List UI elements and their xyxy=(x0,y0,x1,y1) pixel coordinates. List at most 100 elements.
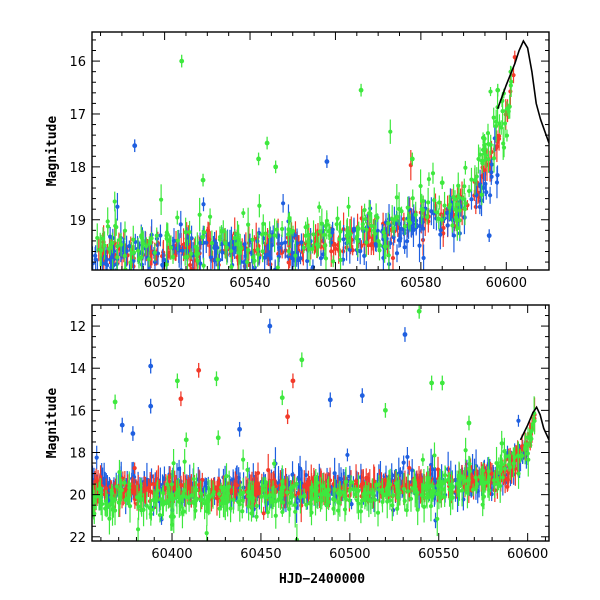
green-data-point xyxy=(193,508,198,513)
y-axis-label: Magnitude xyxy=(45,116,60,187)
x-tick-label: 60560 xyxy=(315,276,356,291)
green-data-point xyxy=(159,197,164,202)
green-data-point xyxy=(360,222,365,227)
blue-data-point xyxy=(91,275,95,279)
blue-data-point xyxy=(438,232,443,237)
green-data-point xyxy=(168,514,174,519)
green-data-point xyxy=(488,89,493,94)
green-data-point xyxy=(204,509,210,514)
green-outlier-point xyxy=(183,437,189,443)
green-data-point xyxy=(287,216,292,221)
green-data-point xyxy=(518,454,523,459)
green-data-point xyxy=(442,203,447,208)
blue-data-point xyxy=(204,240,209,245)
green-data-point xyxy=(391,226,397,231)
green-data-point xyxy=(311,232,316,237)
green-data-point xyxy=(428,504,434,509)
green-data-point xyxy=(117,469,122,475)
x-tick-label: 60450 xyxy=(240,547,281,562)
green-data-point xyxy=(413,212,418,217)
green-data-point xyxy=(500,462,505,467)
green-data-point xyxy=(117,237,122,243)
green-data-point xyxy=(456,195,462,200)
green-data-point xyxy=(486,157,491,162)
green-data-point xyxy=(95,235,100,241)
green-data-point xyxy=(104,501,109,506)
green-data-point xyxy=(144,244,149,249)
blue-data-point xyxy=(128,271,132,275)
blue-data-point xyxy=(495,173,500,178)
blue-outlier-point xyxy=(132,143,138,149)
y-tick-label: 18 xyxy=(69,447,86,462)
green-data-point xyxy=(461,475,466,480)
green-data-point xyxy=(217,506,222,511)
plot-area xyxy=(91,39,549,279)
green-data-point xyxy=(166,491,171,496)
green-data-point xyxy=(275,265,281,270)
green-data-point xyxy=(168,245,174,250)
green-data-point xyxy=(395,214,400,220)
green-data-point xyxy=(504,133,510,138)
blue-data-point xyxy=(212,245,217,251)
red-data-point xyxy=(364,475,369,481)
green-data-point xyxy=(139,255,144,260)
plot-frame xyxy=(91,304,550,542)
green-data-point xyxy=(152,250,157,255)
green-data-point xyxy=(479,481,485,486)
green-data-point xyxy=(263,231,268,236)
green-data-point xyxy=(501,145,507,150)
green-data-point xyxy=(497,121,502,126)
blue-data-point xyxy=(309,270,313,274)
green-data-point xyxy=(131,237,136,242)
blue-data-point xyxy=(231,245,236,251)
green-data-point xyxy=(363,491,368,496)
red-data-point xyxy=(148,482,153,487)
blue-data-point xyxy=(197,240,203,246)
green-data-point xyxy=(309,496,314,501)
red-data-point xyxy=(407,465,412,471)
green-data-point xyxy=(115,255,120,260)
red-data-point xyxy=(506,470,511,475)
blue-data-point xyxy=(281,201,286,206)
green-data-point xyxy=(127,504,133,509)
blue-data-point xyxy=(158,233,163,238)
blue-data-point xyxy=(405,454,410,460)
top-panel: 60520 60540 60560 60580 60600 16 17 18 19 Magnitu… xyxy=(45,31,550,291)
blue-outlier-point xyxy=(237,426,242,432)
green-data-point xyxy=(97,487,103,493)
blue-data-point xyxy=(299,240,304,245)
x-tick-label: 60580 xyxy=(400,276,441,291)
green-data-point xyxy=(112,199,117,204)
blue-data-point xyxy=(268,237,273,243)
green-data-point xyxy=(337,237,342,242)
blue-data-point xyxy=(242,242,247,247)
red-data-point xyxy=(151,481,156,487)
green-data-point xyxy=(319,221,324,226)
green-data-point xyxy=(442,494,447,500)
green-data-point xyxy=(310,488,315,493)
green-data-point xyxy=(94,494,99,499)
green-data-point xyxy=(274,227,279,232)
green-data-point xyxy=(279,488,284,494)
green-data-point xyxy=(320,492,325,497)
green-data-point xyxy=(170,254,176,260)
green-data-point xyxy=(236,499,241,504)
blue-data-point xyxy=(481,185,486,190)
green-data-point xyxy=(189,493,195,498)
green-outlier-point xyxy=(429,380,435,386)
green-data-point xyxy=(221,498,226,503)
green-data-point xyxy=(439,217,444,222)
green-data-point xyxy=(401,486,407,492)
green-data-point xyxy=(502,466,508,471)
green-data-point xyxy=(421,483,427,488)
green-data-point xyxy=(187,501,192,506)
green-data-point xyxy=(451,195,456,200)
green-data-point xyxy=(160,490,166,496)
green-data-point xyxy=(426,177,432,182)
green-data-point xyxy=(434,492,440,497)
green-data-point xyxy=(331,259,336,264)
green-data-point xyxy=(100,501,105,507)
green-data-point xyxy=(185,254,190,259)
x-tick-label: 60500 xyxy=(329,547,370,562)
green-data-point xyxy=(508,465,513,470)
